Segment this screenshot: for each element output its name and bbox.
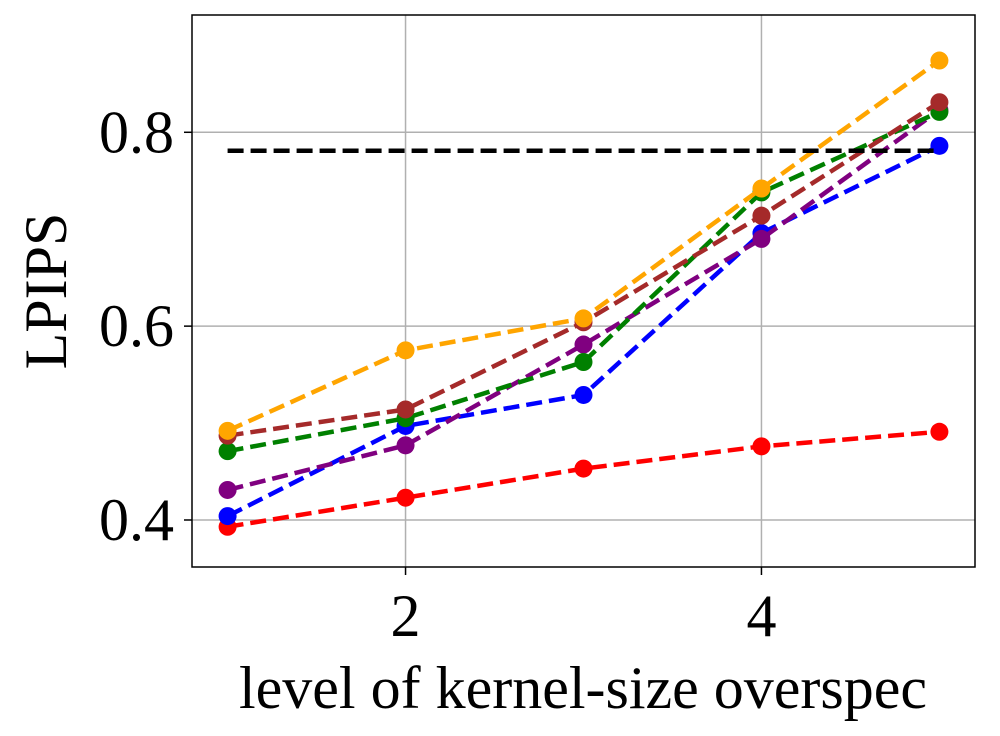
data-point <box>752 437 771 456</box>
series-line <box>227 109 941 454</box>
data-point <box>930 422 949 441</box>
y-tick-label: 0.4 <box>99 487 174 553</box>
data-point <box>574 385 593 404</box>
data-point <box>752 179 771 198</box>
data-point <box>396 488 415 507</box>
data-point <box>930 93 949 112</box>
data-point <box>218 442 237 461</box>
data-point <box>752 206 771 225</box>
data-point <box>574 459 593 478</box>
x-tick-label: 4 <box>746 583 776 649</box>
data-point <box>930 51 949 70</box>
x-axis-label: level of kernel-size overspec <box>239 655 927 721</box>
data-point <box>218 507 237 526</box>
data-point <box>574 352 593 371</box>
series-line <box>226 58 941 433</box>
data-point <box>574 335 593 354</box>
data-point <box>930 136 949 155</box>
data-point <box>218 480 237 499</box>
y-tick-label: 0.8 <box>99 99 174 165</box>
y-axis-label: LPIPS <box>13 213 79 370</box>
plot-frame <box>191 14 976 568</box>
data-point <box>396 400 415 419</box>
data-point <box>218 421 237 440</box>
data-point <box>574 309 593 328</box>
series-line <box>227 429 940 529</box>
series-line <box>227 108 941 493</box>
y-tick-label: 0.6 <box>99 293 174 359</box>
x-tick-label: 2 <box>391 583 421 649</box>
data-point <box>752 229 771 248</box>
data-point <box>396 436 415 455</box>
data-point <box>396 341 415 360</box>
